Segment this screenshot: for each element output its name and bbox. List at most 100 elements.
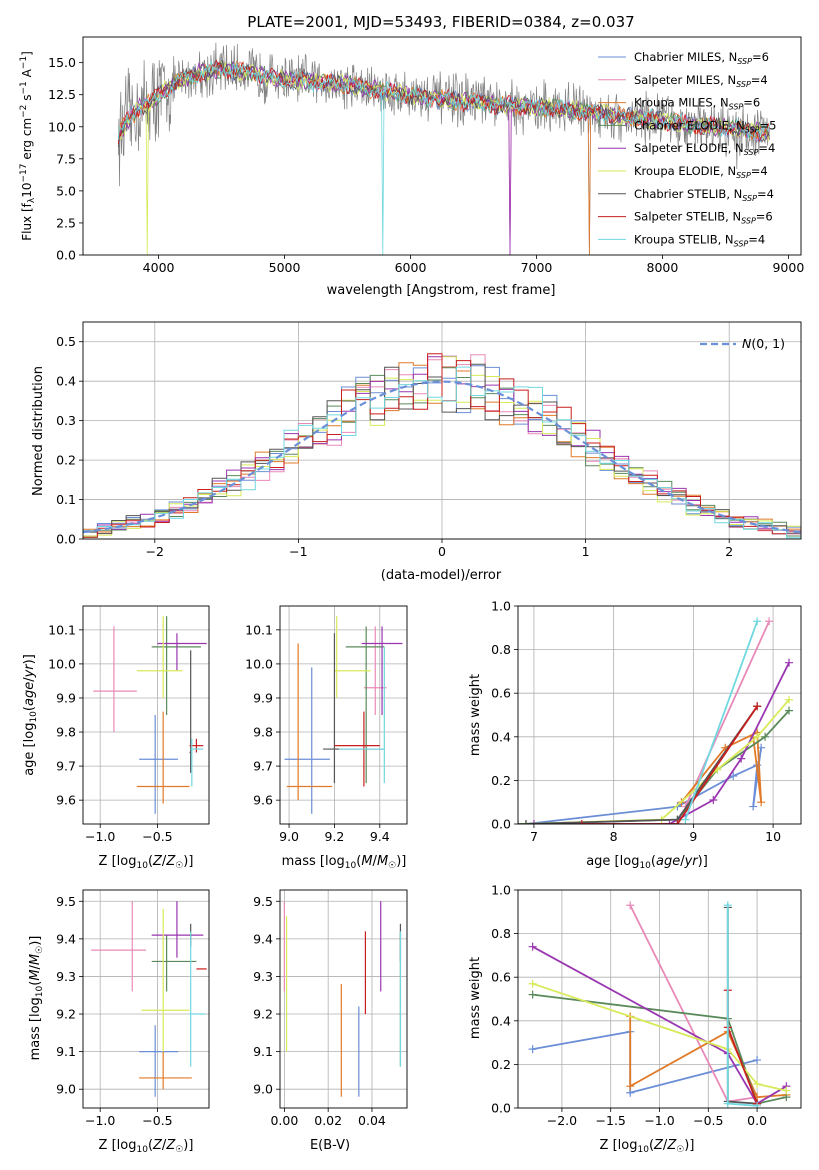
massweight_vs_age-ticks: 7 8 9 10 0.0 0.2 0.4 0.6 0.8 1.0 bbox=[491, 599, 781, 845]
hist-series-8 bbox=[83, 366, 801, 539]
y-tick-label: 0.4 bbox=[491, 729, 511, 744]
errorbar-point-4 bbox=[157, 633, 207, 671]
weight-marker bbox=[753, 1080, 762, 1089]
x-tick-label: 10 bbox=[765, 829, 781, 844]
x-tick-label: −1 bbox=[289, 544, 307, 559]
x-tick-label: 9 bbox=[689, 829, 697, 844]
legend-label: Chabrier MILES, NSSP=6 bbox=[634, 50, 769, 66]
residuals-panel: (data-model)/error Normed distribution −… bbox=[31, 321, 802, 583]
y-tick-label: 9.0 bbox=[253, 1082, 273, 1097]
residuals-ticks: −2 −1 0 1 2 0.0 0.1 0.2 0.3 0.4 0.5 bbox=[56, 334, 733, 559]
weight-marker bbox=[528, 990, 537, 999]
y-tick-label: 0.0 bbox=[56, 532, 76, 547]
x-tick-label: 7000 bbox=[521, 260, 553, 275]
massweight_vs_age-lines bbox=[518, 617, 794, 824]
legend-label: Kroupa MILES, NSSP=6 bbox=[634, 96, 760, 112]
age-vs-mass-xlabel: mass [log10(M/M☉)] bbox=[282, 854, 407, 871]
y-tick-label: 0.0 bbox=[491, 1101, 511, 1116]
weight-marker bbox=[782, 1086, 791, 1095]
y-tick-label: 0.1 bbox=[56, 492, 76, 507]
y-tick-label: 0.2 bbox=[56, 453, 76, 468]
y-tick-label: 9.3 bbox=[253, 969, 273, 984]
legend-label: Kroupa ELODIE, NSSP=4 bbox=[634, 164, 768, 180]
legend-label: Chabrier ELODIE, NSSP=5 bbox=[634, 118, 776, 134]
weight-marker bbox=[737, 754, 746, 763]
y-tick-label: 9.8 bbox=[56, 725, 76, 740]
spectrum-legend: Chabrier MILES, NSSP=6 Salpeter MILES, NS… bbox=[598, 50, 776, 248]
y-tick-label: 9.6 bbox=[56, 793, 76, 808]
gaussian-curve bbox=[83, 380, 801, 534]
massweight-vs-Z-xlabel: Z [log10(Z/Z☉)] bbox=[600, 1138, 695, 1155]
errorbar-point-1 bbox=[363, 626, 387, 715]
errorbar-point-5 bbox=[136, 616, 183, 698]
x-tick-label: 0.0 bbox=[747, 1113, 767, 1128]
weight-line-4 bbox=[532, 945, 787, 1105]
y-tick-label: 0.3 bbox=[56, 413, 76, 428]
mass_vs_ebv-frame bbox=[279, 889, 408, 1109]
y-tick-label: 0.8 bbox=[491, 926, 511, 941]
y-tick-label: 12.5 bbox=[48, 87, 76, 102]
weight-line-0 bbox=[525, 747, 762, 824]
y-tick-label: 10.0 bbox=[48, 656, 76, 671]
age-vs-Z-panel: Z [log10(Z/Z☉)] age [log10(age/yr)] −1.0… bbox=[22, 605, 210, 871]
massweight-vs-age-xlabel: age [log10(age/yr)] bbox=[586, 854, 708, 871]
legend-label: Chabrier STELIB, NSSP=4 bbox=[634, 187, 774, 203]
residual-hist bbox=[83, 353, 801, 539]
errorbar-point-0 bbox=[139, 1025, 179, 1097]
age_vs_mass-ticks: 9.0 9.2 9.4 9.6 9.7 9.8 9.9 10.0 10.1 bbox=[245, 622, 390, 844]
x-tick-label: −0.5 bbox=[693, 1113, 723, 1128]
x-tick-label: 0.00 bbox=[270, 1113, 298, 1128]
weight-marker bbox=[749, 802, 758, 811]
y-tick-label: 0.8 bbox=[491, 642, 511, 657]
weight-marker bbox=[528, 1045, 537, 1054]
x-tick-label: −1.0 bbox=[85, 829, 115, 844]
y-tick-label: 2.5 bbox=[56, 215, 76, 230]
massweight-vs-age-panel: age [log10(age/yr)] mass weight 7 8 9 10 0.0… bbox=[468, 599, 802, 871]
weight-marker bbox=[665, 820, 674, 824]
weight-line-8 bbox=[684, 620, 759, 820]
weight-marker bbox=[681, 815, 690, 824]
errorbar-point-4 bbox=[361, 626, 403, 715]
y-tick-label: 9.6 bbox=[253, 793, 273, 808]
x-tick-label: −1.0 bbox=[85, 1113, 115, 1128]
weight-marker bbox=[753, 617, 762, 626]
weight-marker bbox=[761, 732, 770, 741]
weight-marker bbox=[753, 1056, 762, 1065]
weight-marker bbox=[529, 820, 538, 824]
errorbar-point-3 bbox=[345, 626, 385, 784]
weight-marker bbox=[785, 706, 794, 715]
age-vs-Z-xlabel: Z [log10(Z/Z☉)] bbox=[99, 854, 194, 871]
y-tick-label: 9.4 bbox=[253, 931, 273, 946]
residuals-xlabel: (data-model)/error bbox=[381, 568, 502, 583]
y-tick-label: 9.1 bbox=[253, 1044, 273, 1059]
y-tick-label: 9.0 bbox=[56, 1082, 76, 1097]
spectrum-frame bbox=[82, 36, 802, 256]
errorbar-point-8 bbox=[189, 931, 206, 1067]
y-tick-label: 7.5 bbox=[56, 151, 76, 166]
mass_vs_Z-ticks: −1.0 −0.5 9.0 9.1 9.2 9.3 9.4 9.5 bbox=[56, 894, 173, 1128]
errorbar-point-0 bbox=[139, 715, 179, 814]
x-tick-label: 1 bbox=[582, 544, 590, 559]
massweight-vs-Z-panel: Z [log10(Z/Z☉)] mass weight −2.0 −1.5 −1.0… bbox=[468, 883, 802, 1155]
weight-line-1 bbox=[684, 620, 770, 807]
y-tick-label: 0.6 bbox=[491, 686, 511, 701]
legend-label: Kroupa STELIB, NSSP=4 bbox=[634, 232, 765, 248]
y-tick-label: 0.0 bbox=[56, 248, 76, 263]
y-tick-label: 9.8 bbox=[253, 725, 273, 740]
weight-marker bbox=[723, 901, 732, 910]
y-tick-label: 0.4 bbox=[491, 1013, 511, 1028]
errorbar-point-3 bbox=[151, 935, 197, 992]
x-tick-label: 8000 bbox=[647, 260, 679, 275]
massweight-vs-age-ylabel: mass weight bbox=[468, 674, 483, 756]
legend-label: Salpeter MILES, NSSP=4 bbox=[634, 73, 768, 89]
y-tick-label: 0.2 bbox=[491, 773, 511, 788]
y-tick-label: 9.2 bbox=[56, 1007, 76, 1022]
y-tick-label: 9.7 bbox=[56, 759, 76, 774]
y-tick-label: 9.9 bbox=[253, 690, 273, 705]
y-tick-label: 10.1 bbox=[48, 622, 76, 637]
y-tick-label: 10.0 bbox=[245, 656, 273, 671]
model-line-7 bbox=[117, 59, 770, 145]
weight-marker bbox=[729, 772, 738, 781]
weight-marker bbox=[765, 617, 774, 626]
